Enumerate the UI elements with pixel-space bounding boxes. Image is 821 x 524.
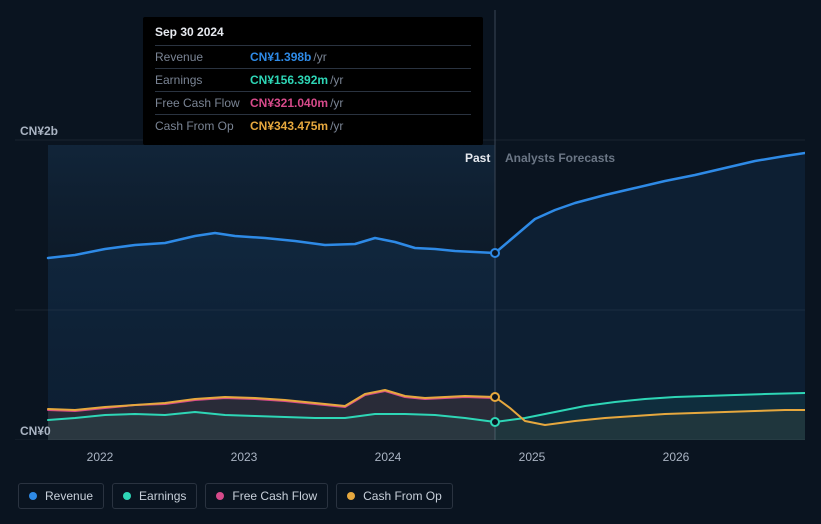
forecast-label: Analysts Forecasts (505, 151, 615, 165)
tooltip-label: Revenue (155, 50, 250, 64)
y-axis-label: CN¥0 (20, 424, 51, 438)
chart-tooltip: Sep 30 2024 Revenue CN¥1.398b /yrEarning… (143, 17, 483, 145)
tooltip-row: Revenue CN¥1.398b /yr (155, 46, 471, 69)
y-axis-label: CN¥2b (20, 124, 58, 138)
legend-dot (216, 492, 224, 500)
tooltip-label: Free Cash Flow (155, 96, 250, 110)
tooltip-value: CN¥1.398b (250, 50, 311, 64)
legend-label: Cash From Op (363, 489, 442, 503)
tooltip-date: Sep 30 2024 (155, 25, 471, 46)
tooltip-label: Cash From Op (155, 119, 250, 133)
legend-label: Free Cash Flow (232, 489, 317, 503)
past-label: Past (465, 151, 490, 165)
tooltip-suffix: /yr (313, 50, 326, 64)
legend-dot (29, 492, 37, 500)
legend-dot (347, 492, 355, 500)
x-axis-label: 2022 (87, 450, 114, 464)
tooltip-label: Earnings (155, 73, 250, 87)
tooltip-suffix: /yr (330, 96, 343, 110)
x-axis-label: 2025 (519, 450, 546, 464)
tooltip-suffix: /yr (330, 73, 343, 87)
tooltip-row: Cash From Op CN¥343.475m /yr (155, 115, 471, 137)
tooltip-suffix: /yr (330, 119, 343, 133)
x-axis-label: 2023 (231, 450, 258, 464)
tooltip-value: CN¥343.475m (250, 119, 328, 133)
legend-item[interactable]: Earnings (112, 483, 197, 509)
legend-item[interactable]: Free Cash Flow (205, 483, 328, 509)
tooltip-row: Free Cash Flow CN¥321.040m /yr (155, 92, 471, 115)
legend-item[interactable]: Revenue (18, 483, 104, 509)
tooltip-value: CN¥321.040m (250, 96, 328, 110)
tooltip-value: CN¥156.392m (250, 73, 328, 87)
legend-item[interactable]: Cash From Op (336, 483, 453, 509)
legend-dot (123, 492, 131, 500)
tooltip-row: Earnings CN¥156.392m /yr (155, 69, 471, 92)
chart-legend: Revenue Earnings Free Cash Flow Cash Fro… (18, 483, 453, 509)
legend-label: Earnings (139, 489, 186, 503)
x-axis-label: 2026 (663, 450, 690, 464)
x-axis-label: 2024 (375, 450, 402, 464)
legend-label: Revenue (45, 489, 93, 503)
